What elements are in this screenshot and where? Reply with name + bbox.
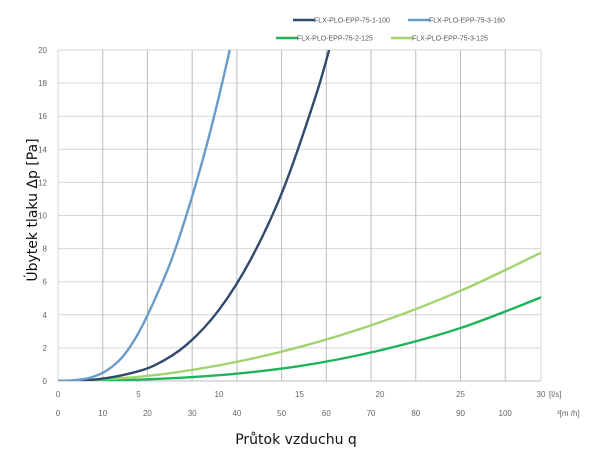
series-line-FLX-PLO-EPP-75-3-125: [58, 251, 541, 381]
legend-label: FLX-PLO-EPP-75-3-160: [429, 18, 505, 25]
x2-tick-label: 60: [322, 409, 331, 418]
y-tick-label: 0: [43, 377, 48, 386]
x2-tick-label: 80: [411, 409, 420, 418]
x-axis-title: Průtok vzduchu q: [235, 432, 357, 448]
x-axis-unit: [l/s]: [549, 390, 561, 399]
y-tick-label: 14: [38, 145, 47, 154]
y-tick-label: 18: [38, 79, 47, 88]
legend-label: FLX-PLO-EPP-75-3-125: [412, 36, 488, 43]
y-tick-label: 2: [43, 344, 48, 353]
x2-tick-label: 100: [499, 409, 513, 418]
y-tick-label: 10: [38, 212, 47, 221]
x-tick-label: 30: [537, 390, 546, 399]
x-tick-label: 10: [215, 390, 224, 399]
chart-grid: [57, 49, 542, 382]
x2-axis-unit: ³[m /h]: [557, 409, 580, 418]
x-tick-label: 5: [136, 390, 141, 399]
x-axis-ticks: 0 5 10 15 20 25 30: [56, 390, 546, 399]
y-tick-label: 16: [38, 112, 47, 121]
y-axis-ticks: 0 2 4 6 8 10 12 14 16 18 20: [38, 46, 47, 386]
y-tick-label: 4: [43, 311, 48, 320]
x-tick-label: 0: [56, 390, 61, 399]
x2-tick-label: 40: [232, 409, 241, 418]
x2-tick-label: 10: [98, 409, 107, 418]
y-tick-label: 6: [43, 278, 48, 287]
x2-tick-label: 50: [277, 409, 286, 418]
series-line-FLX-PLO-EPP-75-2-125: [58, 296, 541, 381]
legend-label: FLX-PLO-EPP-75-2-125: [297, 36, 373, 43]
y-tick-label: 8: [43, 245, 48, 254]
y-tick-label: 12: [38, 178, 47, 187]
series-line-FLX-PLO-EPP-75-3-160: [58, 50, 231, 381]
x2-tick-label: 20: [143, 409, 152, 418]
chart-series: [58, 50, 541, 381]
x2-axis-ticks: 0 10 20 30 40 50 60 70 80 90 100: [56, 409, 513, 418]
x2-tick-label: 0: [56, 409, 61, 418]
series-line-FLX-PLO-EPP-75-1-100: [58, 50, 331, 381]
chart-legend: FLX-PLO-EPP-75-1-100 FLX-PLO-EPP-75-3-160…: [276, 18, 505, 43]
x-tick-label: 20: [376, 390, 385, 399]
x-tick-label: 15: [295, 390, 304, 399]
x-tick-label: 25: [456, 390, 465, 399]
y-tick-label: 20: [38, 46, 47, 55]
x2-tick-label: 70: [367, 409, 376, 418]
x2-tick-label: 30: [188, 409, 197, 418]
y-axis-title: Úbytek tlaku Δp [Pa]: [23, 138, 41, 281]
x2-tick-label: 90: [456, 409, 465, 418]
legend-label: FLX-PLO-EPP-75-1-100: [314, 18, 390, 25]
